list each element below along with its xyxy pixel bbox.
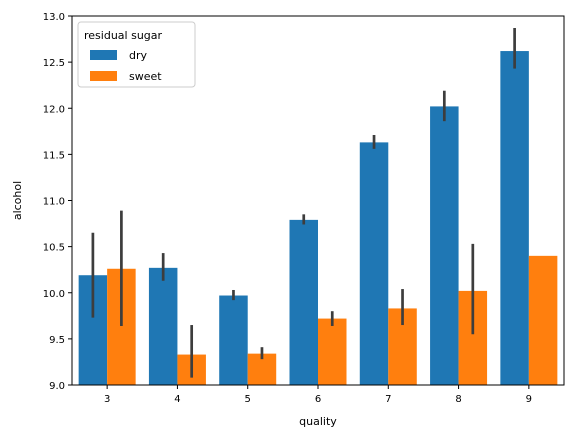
x-tick-label: 7 bbox=[385, 394, 391, 405]
legend-label-sweet: sweet bbox=[129, 70, 162, 83]
bar-dry-8 bbox=[430, 106, 459, 385]
y-tick-label: 10.0 bbox=[43, 289, 65, 300]
bar-sweet-6 bbox=[318, 318, 347, 385]
bar-dry-7 bbox=[359, 142, 389, 385]
legend: residual sugar dry sweet bbox=[77, 21, 196, 88]
bar-sweet-9 bbox=[528, 255, 558, 385]
legend-items: dry sweet bbox=[90, 49, 162, 83]
y-axis-label: alcohol bbox=[11, 181, 24, 220]
legend-swatch-dry bbox=[90, 50, 117, 60]
bar-dry-9 bbox=[500, 51, 529, 386]
y-tick-label: 11.5 bbox=[43, 150, 65, 161]
legend-box bbox=[77, 21, 196, 88]
y-tick-label: 10.5 bbox=[43, 243, 65, 254]
y-axis: 9.0 9.5 10.0 10.5 11.0 11.5 12.0 12.5 13.0 bbox=[43, 12, 72, 392]
bar-dry-5 bbox=[219, 295, 248, 385]
legend-swatch-sweet bbox=[90, 71, 117, 81]
legend-label-dry: dry bbox=[129, 49, 148, 62]
x-tick-label: 4 bbox=[174, 394, 180, 405]
bar-dry-4 bbox=[148, 267, 178, 385]
y-tick-label: 9.5 bbox=[49, 335, 65, 346]
x-axis: 3 4 5 6 7 8 9 bbox=[104, 385, 532, 405]
error-bars-layer bbox=[91, 27, 516, 378]
y-tick-label: 12.5 bbox=[43, 58, 65, 69]
y-tick-label: 11.0 bbox=[43, 197, 65, 208]
bars-layer bbox=[78, 51, 558, 386]
legend-title: residual sugar bbox=[84, 29, 163, 42]
x-axis-label: quality bbox=[299, 415, 337, 428]
y-tick-label: 13.0 bbox=[43, 12, 65, 23]
x-tick-label: 5 bbox=[245, 394, 251, 405]
x-tick-label: 6 bbox=[315, 394, 321, 405]
y-tick-label: 12.0 bbox=[43, 104, 65, 115]
x-tick-label: 8 bbox=[455, 394, 461, 405]
y-tick-label: 9.0 bbox=[49, 381, 65, 392]
x-tick-label: 9 bbox=[526, 394, 532, 405]
bar-dry-6 bbox=[289, 219, 318, 385]
x-tick-label: 3 bbox=[104, 394, 110, 405]
